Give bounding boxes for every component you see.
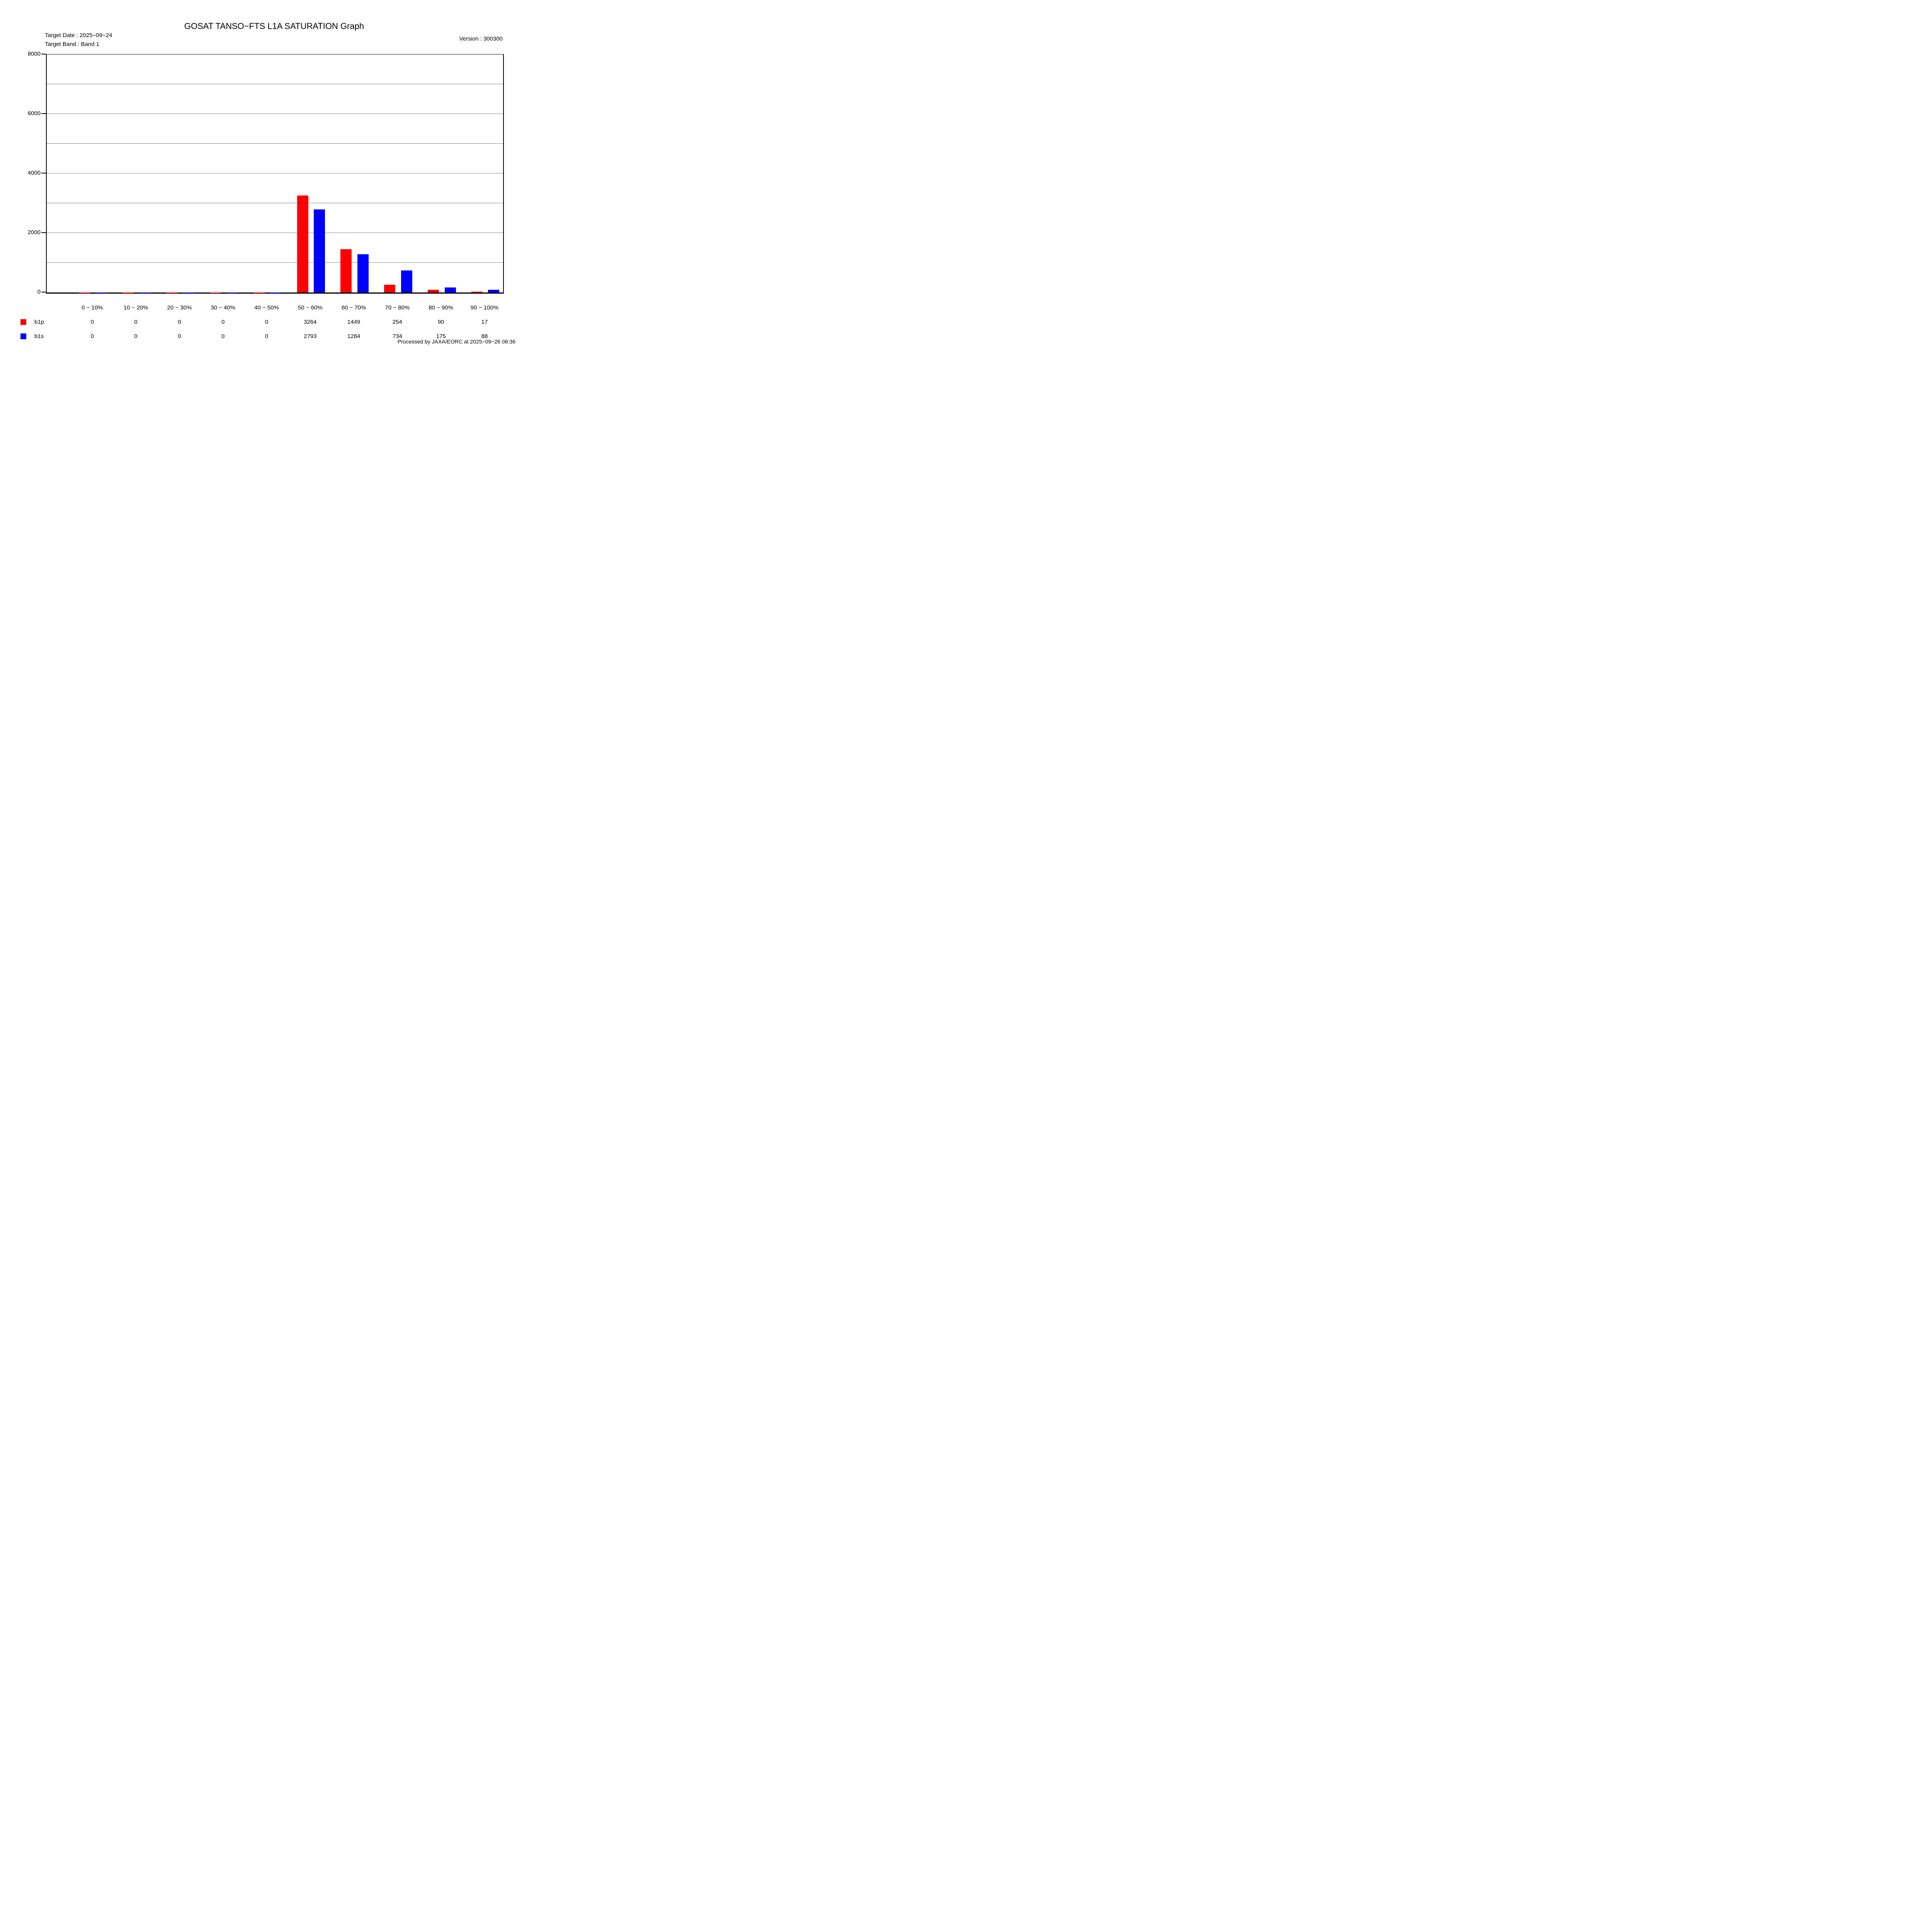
gridline	[47, 143, 503, 144]
category-label: 70 − 80%	[385, 304, 410, 311]
bar-b1p-4	[253, 292, 265, 293]
value-cell-b1p: 17	[481, 319, 488, 325]
category-label: 20 − 30%	[167, 304, 192, 311]
y-axis-tick	[41, 113, 46, 114]
saturation-graph-page: GOSAT TANSO−FTS L1A SATURATION Graph Tar…	[0, 0, 543, 383]
value-cell-b1p: 90	[437, 319, 444, 325]
processed-by-label: Processed by JAXA/EORC at 2025−09−26 08:…	[397, 338, 515, 345]
legend-series-name: b1p	[34, 319, 44, 325]
y-axis-tick-label: 8000	[27, 51, 41, 57]
category-label: 10 − 20%	[123, 304, 148, 311]
category-label: 30 − 40%	[211, 304, 236, 311]
bar-b1p-2	[166, 292, 178, 293]
y-axis-tick-label: 6000	[27, 110, 41, 117]
value-cell-b1s: 0	[178, 333, 181, 340]
category-label: 50 − 60%	[298, 304, 323, 311]
category-label: 0 − 10%	[82, 304, 103, 311]
y-axis-tick-label: 0	[37, 289, 41, 295]
bar-b1s-7	[401, 270, 412, 292]
bar-b1p-3	[209, 292, 221, 293]
bar-b1s-9	[488, 290, 500, 292]
value-cell-b1p: 254	[392, 319, 402, 325]
bar-b1p-8	[427, 290, 439, 292]
value-cell-b1s: 0	[221, 333, 225, 340]
gridline	[47, 262, 503, 263]
value-cell-b1s: 0	[134, 333, 138, 340]
y-axis-tick-label: 4000	[27, 170, 41, 176]
category-label: 90 − 100%	[470, 304, 499, 311]
x-axis-category-row: 0 − 10% 10 − 20% 20 − 30% 30 − 40% 40 − 50% 5…	[0, 304, 543, 313]
value-cell-b1p: 0	[90, 319, 94, 325]
value-cell-b1s: 734	[392, 333, 402, 340]
bar-b1s-1	[139, 292, 151, 293]
category-label: 80 − 90%	[429, 304, 454, 311]
chart-title: GOSAT TANSO−FTS L1A SATURATION Graph	[184, 21, 364, 31]
bar-b1s-2	[183, 292, 194, 293]
legend-row-b1p: b1p 0 0 0 0 0 3264 1449 254 90 17	[0, 318, 543, 327]
value-cell-b1s: 0	[90, 333, 94, 340]
plot-area	[46, 54, 504, 294]
value-cell-b1s: 175	[436, 333, 446, 340]
value-cell-b1s: 88	[481, 333, 488, 340]
category-label: 60 − 70%	[341, 304, 366, 311]
bar-b1s-8	[444, 287, 456, 292]
value-cell-b1p: 0	[265, 319, 269, 325]
bar-b1s-3	[226, 292, 238, 293]
target-band-label: Target Band : Band 1	[45, 41, 99, 48]
bar-b1p-1	[122, 292, 134, 293]
value-cell-b1s: 2793	[304, 333, 317, 340]
value-cell-b1s: 0	[265, 333, 269, 340]
legend-swatch-b1p	[20, 319, 26, 325]
value-cell-b1p: 0	[178, 319, 181, 325]
value-cell-b1s: 1284	[347, 333, 361, 340]
bar-b1s-5	[314, 209, 325, 292]
value-cell-b1p: 3264	[304, 319, 317, 325]
y-axis-tick	[41, 232, 46, 233]
value-cell-b1p: 0	[134, 319, 138, 325]
y-axis-tick-label: 2000	[27, 229, 41, 236]
bar-b1p-6	[340, 249, 352, 292]
legend-series-name: b1s	[34, 333, 44, 340]
bar-b1s-0	[96, 292, 107, 293]
bar-b1s-6	[357, 254, 369, 292]
bar-b1s-4	[270, 292, 282, 293]
bar-b1p-5	[297, 195, 308, 292]
bar-b1p-0	[79, 292, 90, 293]
version-label: Version : 300300	[459, 36, 503, 42]
category-label: 40 − 50%	[254, 304, 279, 311]
legend-swatch-b1s	[20, 333, 26, 339]
value-cell-b1p: 0	[221, 319, 225, 325]
target-date-label: Target Date : 2025−09−24	[45, 32, 112, 39]
legend-row-b1s: b1s 0 0 0 0 0 2793 1284 734 175 88	[0, 333, 543, 341]
bar-b1p-7	[384, 285, 396, 292]
value-cell-b1p: 1449	[347, 319, 361, 325]
